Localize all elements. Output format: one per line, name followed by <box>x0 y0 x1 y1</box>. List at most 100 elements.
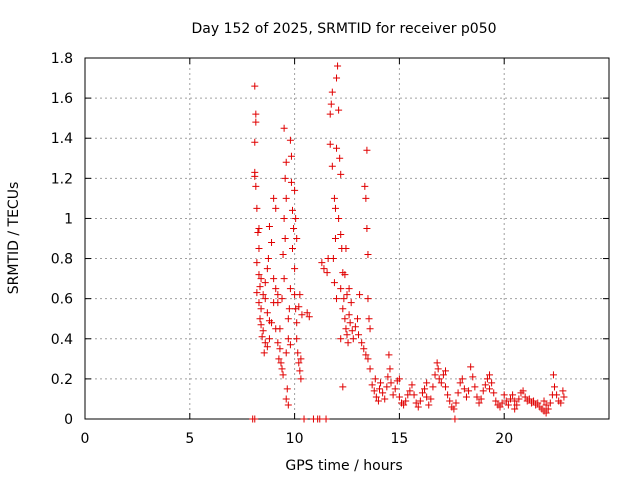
data-point <box>291 265 299 273</box>
data-point <box>316 415 324 423</box>
data-point <box>268 319 276 327</box>
data-point <box>540 407 548 415</box>
data-point <box>365 315 373 323</box>
data-point <box>456 379 464 387</box>
data-point <box>280 275 288 283</box>
data-point <box>383 383 391 391</box>
data-point <box>458 375 466 383</box>
data-point <box>339 383 347 391</box>
data-point <box>515 395 523 403</box>
data-point <box>289 206 297 214</box>
data-point <box>560 393 568 401</box>
data-point <box>412 399 420 407</box>
data-point <box>450 405 458 413</box>
data-point <box>486 385 494 393</box>
data-point <box>333 144 341 152</box>
data-point <box>442 383 450 391</box>
data-point <box>281 174 289 182</box>
data-point <box>284 401 292 409</box>
data-point <box>272 285 280 293</box>
data-point <box>254 228 262 236</box>
data-point <box>421 385 429 393</box>
data-point <box>333 74 341 82</box>
data-point <box>469 373 477 381</box>
data-point <box>511 397 519 405</box>
data-point <box>322 415 330 423</box>
plot-frame <box>84 57 610 420</box>
data-point <box>282 349 290 357</box>
x-tick-label: 10 <box>286 431 304 447</box>
data-point <box>257 275 265 283</box>
data-point <box>335 106 343 114</box>
data-point <box>408 381 416 389</box>
x-tick-label: 15 <box>390 431 408 447</box>
data-point <box>513 401 521 409</box>
data-point <box>553 391 561 399</box>
data-point <box>280 214 288 222</box>
data-point <box>490 389 498 397</box>
data-point <box>377 379 385 387</box>
data-point <box>328 162 336 170</box>
data-point <box>253 204 261 212</box>
data-point <box>363 224 371 232</box>
data-point <box>252 182 260 190</box>
data-point <box>446 397 454 405</box>
data-point <box>360 345 368 353</box>
data-point <box>379 389 387 397</box>
data-point <box>416 397 424 405</box>
data-point <box>270 194 278 202</box>
data-point <box>353 315 361 323</box>
data-point <box>362 351 370 359</box>
data-point <box>331 235 339 242</box>
data-point <box>270 299 278 307</box>
data-point <box>320 265 328 273</box>
data-point <box>330 279 338 287</box>
data-point <box>534 399 542 407</box>
data-point <box>366 325 374 333</box>
data-point <box>410 391 418 399</box>
data-point <box>289 245 297 253</box>
data-point <box>477 395 485 403</box>
data-point <box>519 387 527 395</box>
data-point <box>284 315 292 323</box>
data-point <box>286 341 294 349</box>
y-tick-label: 0.2 <box>51 372 73 388</box>
data-point <box>296 367 304 375</box>
data-point <box>364 355 372 363</box>
data-point <box>356 291 364 299</box>
data-point <box>374 397 382 405</box>
data-point <box>498 399 506 407</box>
data-point <box>340 295 348 303</box>
data-point <box>427 395 435 403</box>
data-point <box>294 349 302 357</box>
data-point <box>451 415 459 423</box>
data-point <box>540 397 548 405</box>
data-point <box>339 305 347 313</box>
x-tick-label: 20 <box>495 431 513 447</box>
data-point <box>372 393 380 401</box>
data-point <box>260 349 268 357</box>
data-point <box>400 401 408 409</box>
data-point <box>297 375 305 383</box>
data-point <box>341 315 349 323</box>
data-point <box>375 385 383 393</box>
data-point <box>345 285 353 293</box>
data-point <box>337 335 345 343</box>
data-point <box>355 331 363 339</box>
data-point <box>256 283 264 291</box>
data-point <box>278 365 286 373</box>
data-point <box>342 325 350 333</box>
chart-title: Day 152 of 2025, SRMTID for receiver p05… <box>191 21 496 37</box>
data-point <box>279 251 287 259</box>
x-tick-label: 0 <box>81 431 90 447</box>
data-point <box>546 399 554 407</box>
data-point <box>263 265 271 273</box>
data-point <box>418 389 426 397</box>
data-point <box>521 393 529 401</box>
data-point <box>349 335 357 343</box>
y-tick-label: 0 <box>64 412 73 428</box>
data-point <box>282 158 290 166</box>
data-point <box>286 136 294 144</box>
data-point <box>253 289 261 297</box>
